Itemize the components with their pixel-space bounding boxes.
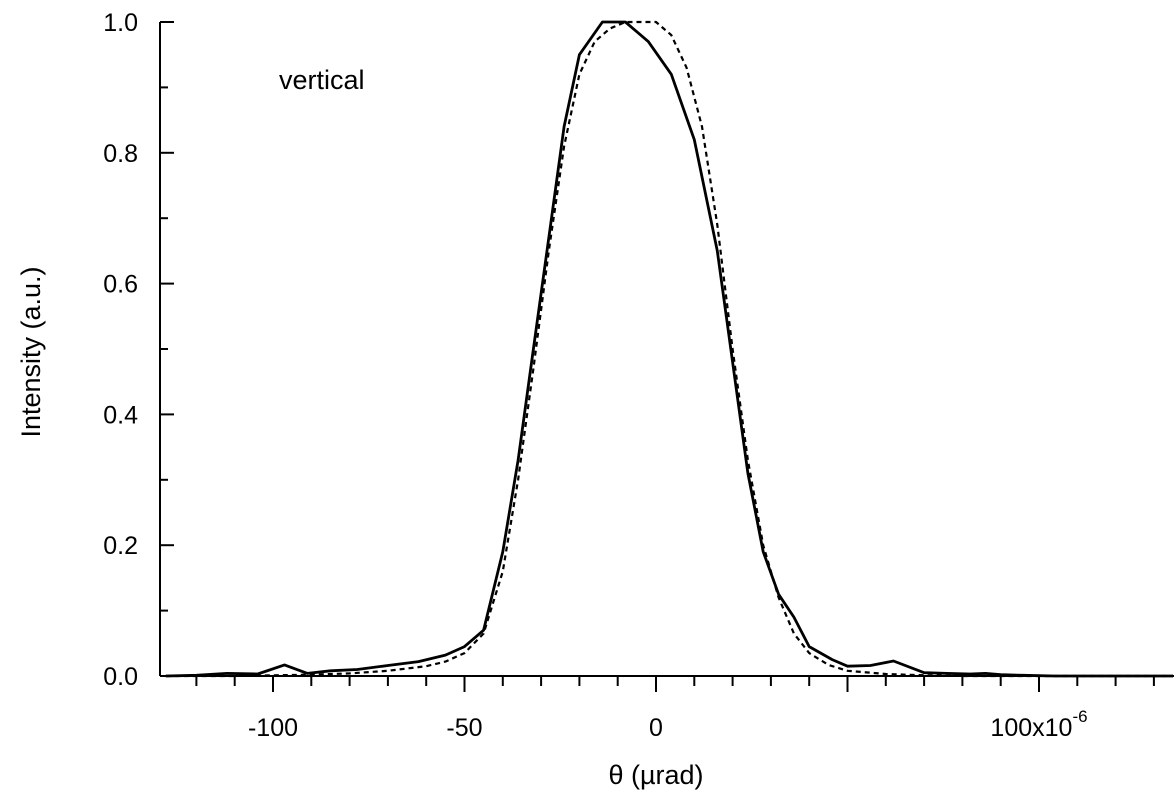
y-tick-label-5: 1.0 bbox=[103, 9, 138, 37]
x-ticks: -100 -50 0 100x10-6 bbox=[195, 676, 1155, 742]
axes bbox=[159, 22, 1174, 677]
y-tick-label-3: 0.6 bbox=[103, 271, 138, 299]
x-tick-label-2: 0 bbox=[649, 714, 663, 742]
y-tick-label-2: 0.4 bbox=[103, 401, 138, 429]
series-dashed-line bbox=[165, 20, 1173, 678]
x-tick-label-1: -50 bbox=[446, 714, 482, 742]
y-tick-label-4: 0.8 bbox=[103, 140, 138, 168]
annotation-vertical: vertical bbox=[279, 65, 365, 95]
y-tick-label-0: 0.0 bbox=[103, 663, 138, 691]
x-tick-label-3: 100x10-6 bbox=[990, 707, 1087, 742]
y-ticks: 0.0 0.2 0.4 0.6 0.8 1.0 bbox=[103, 9, 174, 691]
series-layer bbox=[165, 20, 1173, 678]
x-axis-title: θ (µrad) bbox=[608, 760, 703, 790]
series-solid-line bbox=[165, 20, 1173, 678]
x-tick-label-0: -100 bbox=[248, 714, 298, 742]
y-tick-label-1: 0.2 bbox=[103, 532, 138, 560]
y-axis-title: Intensity (a.u.) bbox=[16, 266, 46, 437]
